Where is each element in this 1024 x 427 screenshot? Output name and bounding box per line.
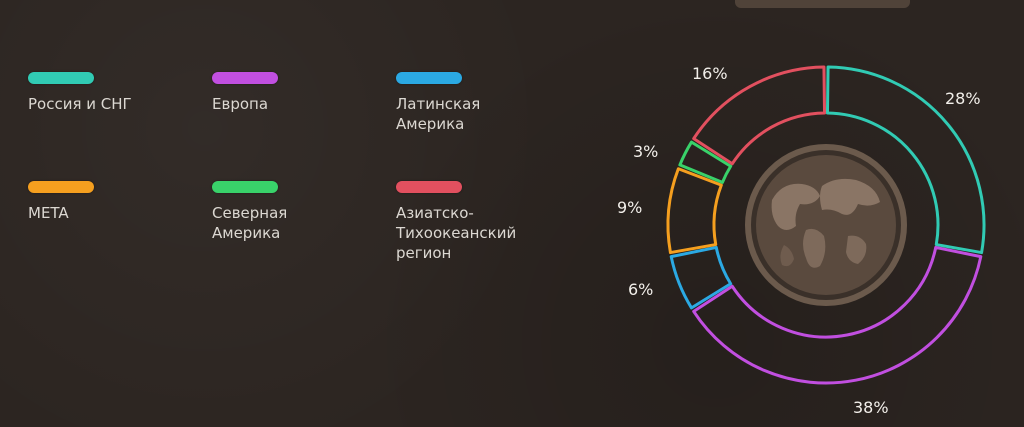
label-north-america: 3% — [633, 142, 658, 161]
donut-segment-north-america — [678, 140, 733, 184]
label-asia-pacific: 16% — [692, 64, 728, 83]
label-europe: 38% — [853, 398, 889, 417]
donut-segment-asia-pacific — [692, 65, 827, 166]
donut-segment-europe — [692, 245, 983, 385]
legend-swatch — [396, 72, 462, 84]
legend-label: Азиатско- Тихоокеанский регион — [396, 204, 517, 262]
legend-swatch — [28, 72, 94, 84]
legend-item-russia-cis: Россия и СНГ — [28, 72, 178, 114]
donut-segment-russia-cis — [825, 65, 986, 255]
label-russia-cis: 28% — [945, 89, 981, 108]
label-meta: 9% — [617, 198, 642, 217]
donut-segments — [666, 65, 986, 385]
legend-item-north-america: Северная Америка — [212, 181, 362, 243]
legend-swatch — [28, 181, 94, 193]
legend-item-meta: META — [28, 181, 178, 223]
label-latin-america: 6% — [628, 280, 653, 299]
legend-item-latin-america: Латинская Америка — [396, 72, 546, 134]
legend-label: Северная Америка — [212, 204, 288, 242]
globe-icon — [745, 144, 907, 306]
donut-chart: 28% 38% 6% 9% 3% 16% — [617, 64, 986, 417]
legend-label: Россия и СНГ — [28, 95, 132, 113]
legend-swatch — [212, 72, 278, 84]
percentage-labels: 28% 38% 6% 9% 3% 16% — [617, 64, 981, 417]
legend: Россия и СНГ Европа Латинская Америка ME… — [28, 72, 546, 263]
donut-segment-meta — [666, 167, 723, 255]
donut-segment-latin-america — [669, 245, 733, 310]
legend-label: META — [28, 204, 69, 222]
legend-swatch — [212, 181, 278, 193]
legend-label: Европа — [212, 95, 269, 113]
legend-item-europe: Европа — [212, 72, 362, 114]
legend-label: Латинская Америка — [396, 95, 481, 133]
legend-swatch — [396, 181, 462, 193]
legend-item-asia-pacific: Азиатско- Тихоокеанский регион — [396, 181, 546, 263]
top-decoration — [735, 0, 910, 8]
